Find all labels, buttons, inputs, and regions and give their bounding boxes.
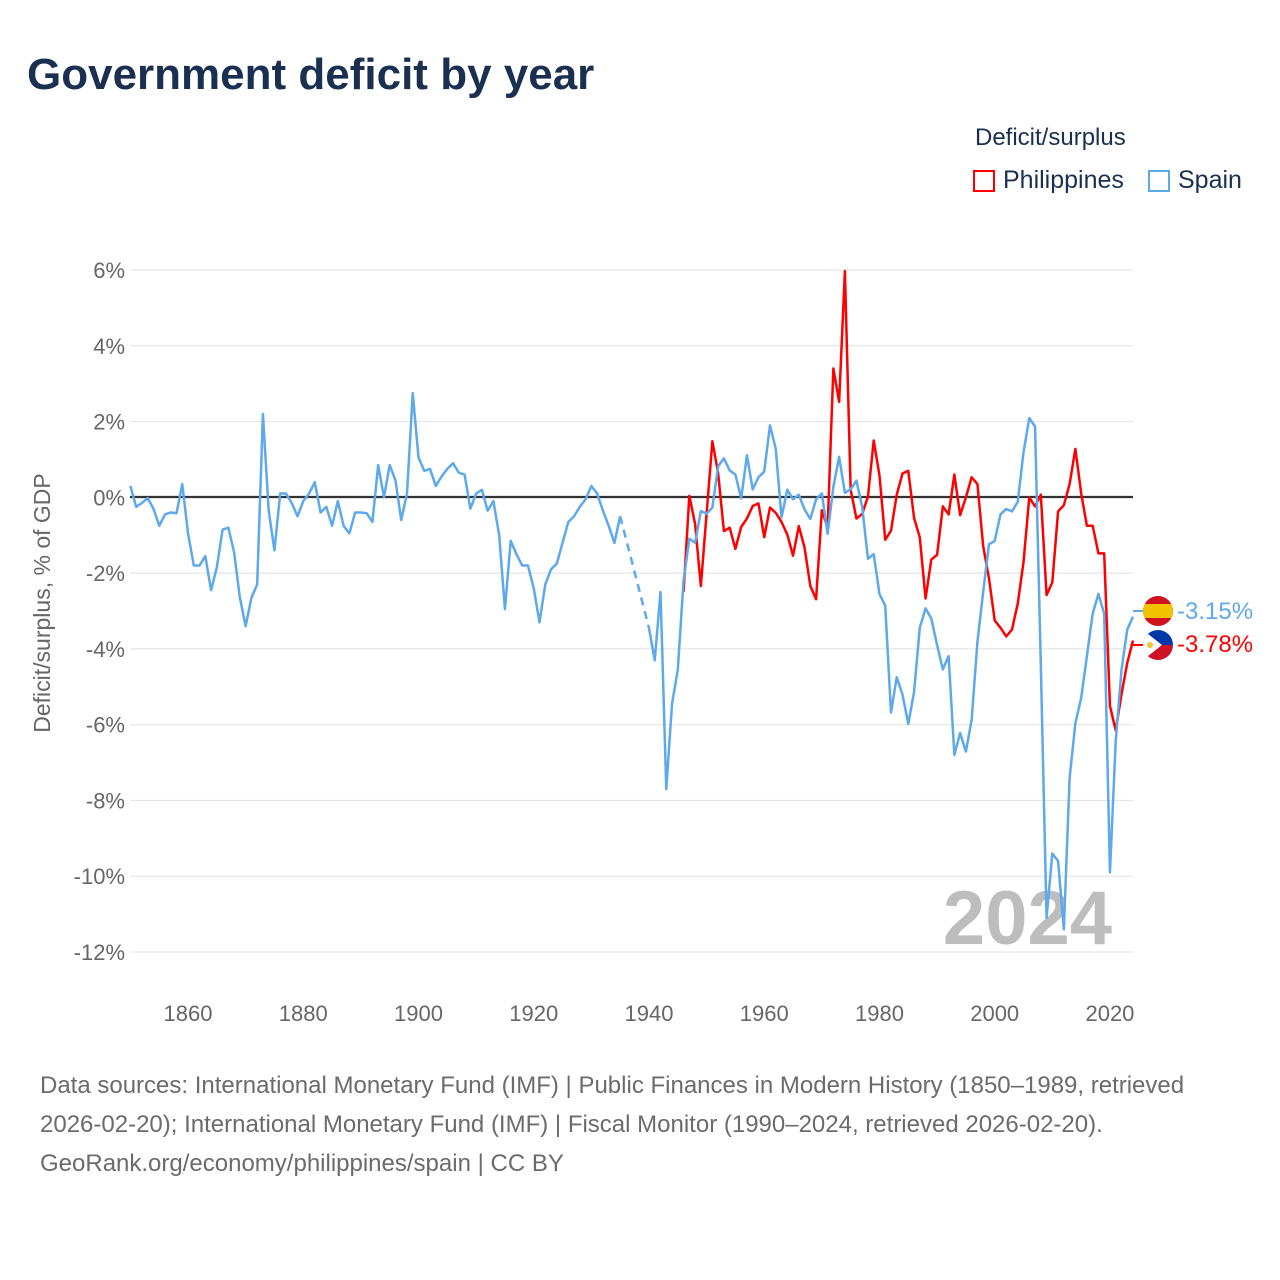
y-tick-label: -8%: [86, 788, 125, 813]
footer: Data sources: International Monetary Fun…: [40, 1066, 1240, 1183]
philippines-end-marker: -3.78%: [1133, 630, 1253, 660]
y-tick-label: 4%: [93, 334, 125, 359]
legend-item-philippines[interactable]: Philippines: [973, 166, 1124, 195]
x-tick-label: 1880: [279, 1001, 328, 1026]
legend-swatch-philippines: [973, 169, 995, 192]
year-watermark: 2024: [943, 876, 1112, 961]
legend-swatch-spain: [1148, 169, 1170, 192]
data-sources: Data sources: International Monetary Fun…: [40, 1072, 1185, 1138]
legend-label-philippines: Philippines: [1003, 166, 1124, 194]
x-tick-label: 1920: [509, 1001, 558, 1026]
legend-label-spain: Spain: [1178, 166, 1242, 194]
series-line-spain: [129, 391, 1135, 931]
philippines-flag-icon: [1143, 630, 1173, 660]
spain-end-label: -3.15%: [1177, 598, 1253, 625]
x-tick-label: 2020: [1085, 1001, 1134, 1026]
y-tick-label: -10%: [74, 864, 125, 889]
legend-title: Deficit/surplus: [975, 124, 1126, 151]
series-philippines: [682, 269, 1135, 732]
y-tick-label: 2%: [93, 410, 125, 435]
y-tick-label: 0%: [93, 485, 125, 510]
x-tick-label: 1860: [164, 1001, 213, 1026]
spain-end-marker: -3.15%: [1133, 596, 1253, 626]
x-tick-label: 1940: [625, 1001, 674, 1026]
y-tick-label: 6%: [93, 258, 125, 283]
x-tick-label: 1980: [855, 1001, 904, 1026]
legend-item-spain[interactable]: Spain: [1148, 166, 1242, 195]
y-axis-label: Deficit/surplus, % of GDP: [29, 473, 55, 732]
series-spain: [129, 391, 1135, 931]
credit-link[interactable]: GeoRank.org/economy/philippines/spain | …: [40, 1150, 564, 1177]
x-tick-label: 1960: [740, 1001, 789, 1026]
series-line-philippines: [682, 269, 1135, 732]
x-tick-label: 1900: [394, 1001, 443, 1026]
series-gap-segment: [618, 515, 651, 629]
y-tick-label: -4%: [86, 637, 125, 662]
chart-title: Government deficit by year: [27, 50, 595, 99]
x-tick-label: 2000: [970, 1001, 1019, 1026]
spain-flag-icon: [1143, 596, 1173, 626]
y-tick-label: -2%: [86, 561, 125, 586]
philippines-end-label: -3.78%: [1177, 631, 1253, 658]
y-tick-label: -6%: [86, 713, 125, 738]
y-tick-label: -12%: [74, 940, 125, 965]
